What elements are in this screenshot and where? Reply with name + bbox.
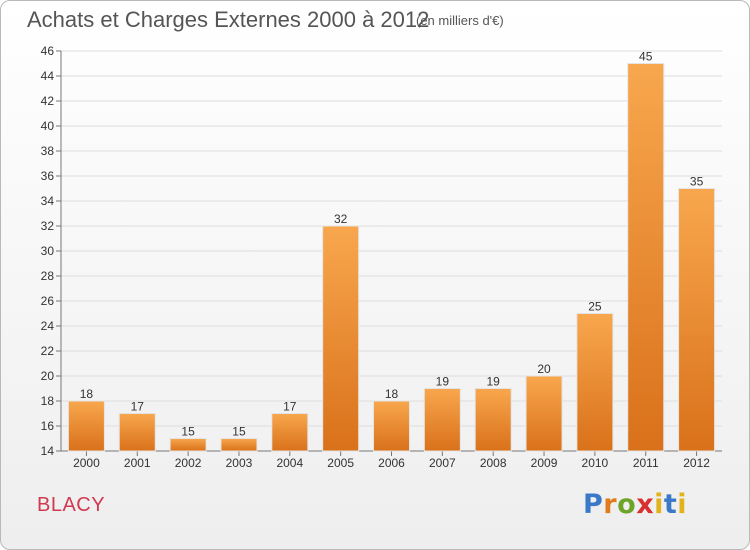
- bar-2012: [678, 188, 716, 452]
- bar-2007: [423, 388, 461, 452]
- bar-value-label: 19: [436, 375, 450, 389]
- bar-value-label: 45: [639, 50, 653, 64]
- y-tick-label: 18: [41, 394, 55, 408]
- x-tick-label: 2002: [175, 456, 202, 470]
- y-tick-label: 14: [41, 444, 55, 458]
- x-tick-label: 2010: [582, 456, 609, 470]
- y-tick-label: 36: [41, 169, 55, 183]
- bar-value-label: 25: [588, 300, 602, 314]
- labels: 14 16 18 20 22 24 26 28 30 32 34 36 38 40 42 44 46 18 2000…: [41, 44, 711, 470]
- y-tick-label: 42: [41, 94, 55, 108]
- bar-2009: [525, 375, 563, 452]
- chart-title: Achats et Charges Externes 2000 à 2012: [27, 7, 430, 32]
- x-tick-label: 2004: [276, 456, 303, 470]
- y-tick-label: 20: [41, 369, 55, 383]
- bar-value-label: 15: [232, 425, 246, 439]
- x-tick-label: 2012: [683, 456, 710, 470]
- x-tick-label: 2000: [73, 456, 100, 470]
- y-tick-label: 34: [41, 194, 55, 208]
- bar-2011: [627, 63, 665, 452]
- bar-value-label: 17: [283, 400, 297, 414]
- x-tick-label: 2011: [633, 456, 659, 470]
- x-tick-label: 2006: [378, 456, 405, 470]
- bar-2000: [67, 400, 105, 452]
- proxiti-logo[interactable]: Proxiti: [583, 489, 688, 520]
- x-tick-label: 2001: [124, 456, 151, 470]
- y-tick-label: 16: [41, 419, 55, 433]
- bar-value-label: 32: [334, 212, 348, 226]
- bars: [67, 63, 716, 452]
- bar-value-label: 18: [80, 387, 94, 401]
- bar-2003: [220, 438, 258, 452]
- y-tick-label: 24: [41, 319, 55, 333]
- chart-subtitle: (en milliers d'€): [416, 13, 504, 28]
- y-tick-label: 40: [41, 119, 55, 133]
- bar-value-label: 35: [690, 175, 704, 189]
- bar-value-label: 18: [385, 387, 399, 401]
- x-tick-label: 2007: [429, 456, 456, 470]
- x-tick-label: 2003: [226, 456, 253, 470]
- bar-2004: [271, 413, 309, 452]
- y-tick-label: 44: [41, 69, 55, 83]
- bar-2010: [576, 313, 614, 452]
- bar-2002: [169, 438, 207, 452]
- commune-name: BLACY: [37, 494, 106, 516]
- y-tick-label: 26: [41, 294, 55, 308]
- y-tick-label: 28: [41, 269, 55, 283]
- bar-2008: [474, 388, 512, 452]
- y-tick-label: 38: [41, 144, 55, 158]
- y-tick-label: 30: [41, 244, 55, 258]
- y-tick-label: 46: [41, 44, 55, 58]
- x-tick-label: 2005: [327, 456, 354, 470]
- bar-value-label: 15: [181, 425, 195, 439]
- bar-value-label: 17: [131, 400, 145, 414]
- bar-value-label: 19: [487, 375, 501, 389]
- bar-2005: [322, 225, 360, 452]
- y-tick-label: 22: [41, 344, 55, 358]
- x-tick-label: 2009: [531, 456, 558, 470]
- bar-2006: [373, 400, 410, 452]
- bar-2001: [118, 413, 156, 452]
- bar-value-label: 20: [537, 362, 551, 376]
- x-tick-label: 2008: [480, 456, 507, 470]
- y-tick-label: 32: [41, 219, 55, 233]
